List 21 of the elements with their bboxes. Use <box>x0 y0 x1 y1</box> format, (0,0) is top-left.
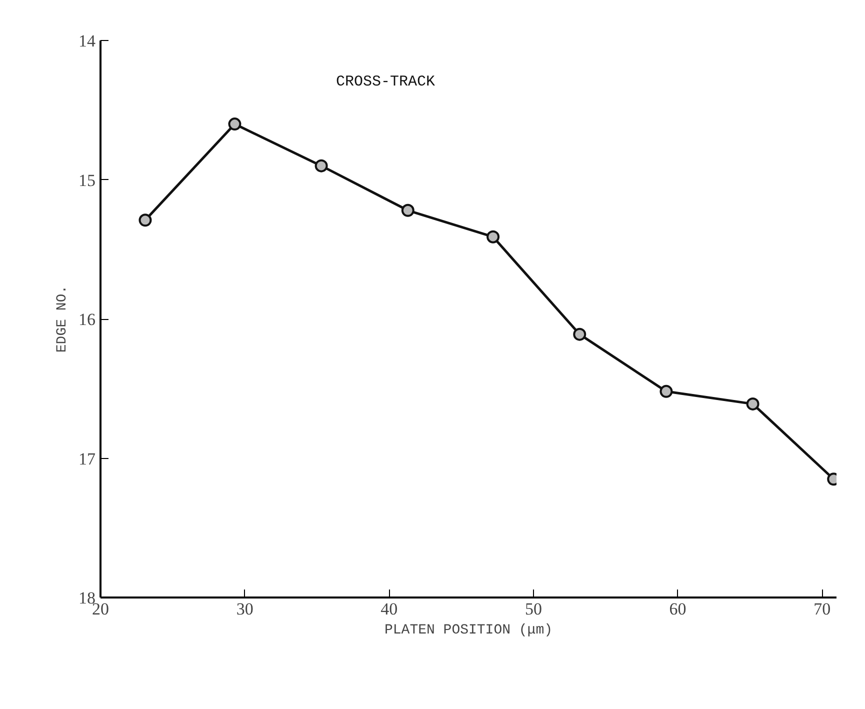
point <box>228 118 242 131</box>
x-tick-label: 30 <box>236 600 254 618</box>
y-tick-label: 16 <box>78 310 96 329</box>
y-tick-label: 18 <box>78 588 96 608</box>
point <box>314 159 328 172</box>
y-tick-label: 15 <box>78 170 96 190</box>
point <box>138 214 152 227</box>
y-tick-label: 14 <box>78 32 96 50</box>
x-tick-label: 60 <box>669 600 686 618</box>
point <box>401 204 414 217</box>
point <box>746 397 760 410</box>
x-tick-label: 50 <box>524 600 542 618</box>
x-tick-label: 40 <box>380 600 398 618</box>
point <box>486 230 500 244</box>
y-tick-label: 17 <box>78 449 96 468</box>
text: CROSS-TRACK <box>336 74 436 91</box>
x-axis-title: PLATEN POSITION (μm) <box>384 622 553 638</box>
y-axis-title: EDGE NO. <box>54 285 70 353</box>
point <box>573 328 586 341</box>
x-tick-label: 70 <box>814 600 831 618</box>
point <box>660 384 673 398</box>
